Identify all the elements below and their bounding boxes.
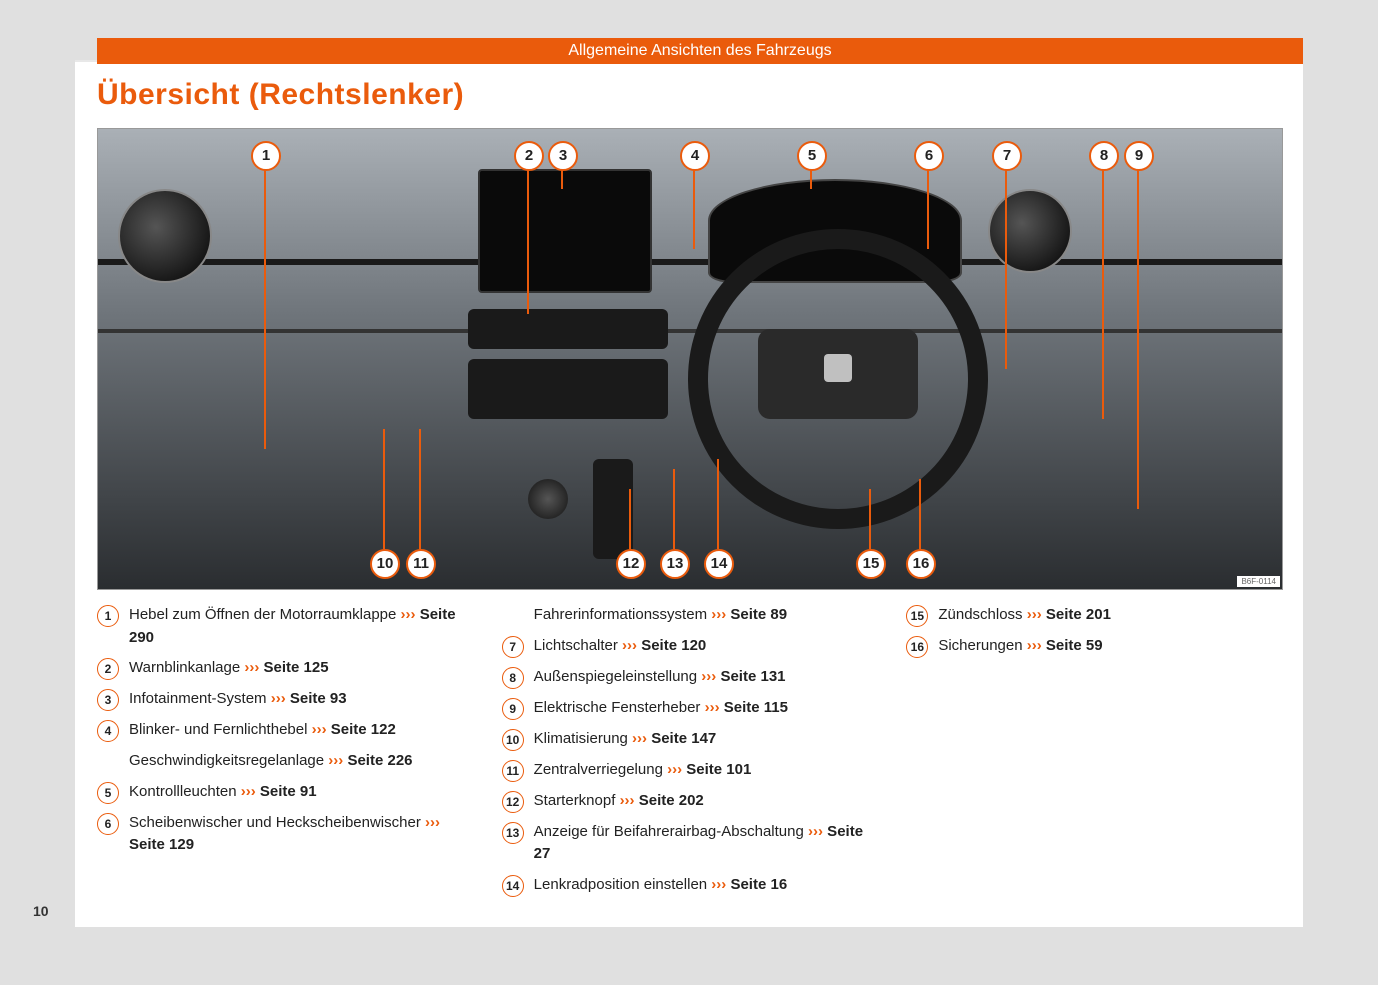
page-number: 10 [33,903,49,919]
legend-item: 10 Klimatisierung ››› Seite 147 [502,728,877,751]
legend-item: 7 Lichtschalter ››› Seite 120 [502,635,877,658]
legend-item-text: Außenspiegeleinstellung ››› Seite 131 [534,666,877,689]
climate-panel [468,359,668,419]
legend-item-text: Lenkradposition einstellen ››› Seite 16 [534,874,877,897]
legend-item-number: 7 [502,636,524,658]
legend-item-number: 16 [906,636,928,658]
legend-item-text: Kontrollleuchten ››› Seite 91 [129,781,472,804]
center-vents [468,309,668,349]
legend-item-number: 4 [97,720,119,742]
legend-subitem: Fahrerinformationssystem ››› Seite 89 [534,604,877,627]
callout-number: 5 [797,141,827,171]
legend-item-number: 13 [502,822,524,844]
callout-number: 16 [906,549,936,579]
legend: 1 Hebel zum Öffnen der Motorraumklappe ››… [97,604,1281,905]
legend-item: 3 Infotainment-System ››› Seite 93 [97,688,472,711]
callout-number: 10 [370,549,400,579]
vent-right [988,189,1072,273]
callout-number: 6 [914,141,944,171]
manual-page: Allgemeine Ansichten des Fahrzeugs Übers… [75,60,1303,927]
legend-item: 16 Sicherungen ››› Seite 59 [906,635,1281,658]
legend-subitem: Geschwindigkeitsregelanlage ››› Seite 22… [129,750,472,773]
legend-item-number: 3 [97,689,119,711]
callout-number: 3 [548,141,578,171]
legend-item-number: 6 [97,813,119,835]
callout-number: 14 [704,549,734,579]
callout-number: 2 [514,141,544,171]
legend-item-text: Blinker- und Fernlichthebel ››› Seite 12… [129,719,472,742]
legend-item-text: Zentralverriegelung ››› Seite 101 [534,759,877,782]
diagram-code: B6F-0114 [1237,576,1280,587]
callout-number: 13 [660,549,690,579]
legend-item-number: 12 [502,791,524,813]
legend-item: 1 Hebel zum Öffnen der Motorraumklappe ››… [97,604,472,649]
legend-item-text: Infotainment-System ››› Seite 93 [129,688,472,711]
seat-logo [824,354,852,382]
legend-item: 14 Lenkradposition einstellen ››› Seite 1… [502,874,877,897]
legend-item: 12 Starterknopf ››› Seite 202 [502,790,877,813]
gear-knob [528,479,568,519]
legend-item-number: 11 [502,760,524,782]
legend-item-text: Elektrische Fensterheber ››› Seite 115 [534,697,877,720]
legend-item-text: Starterknopf ››› Seite 202 [534,790,877,813]
legend-item-number: 1 [97,605,119,627]
legend-item-text: Hebel zum Öffnen der Motorraumklappe ›››… [129,604,472,649]
legend-item: 15 Zündschloss ››› Seite 201 [906,604,1281,627]
callout-number: 8 [1089,141,1119,171]
legend-item-text: Zündschloss ››› Seite 201 [938,604,1281,627]
callout-number: 12 [616,549,646,579]
center-buttons [593,459,633,559]
page-title: Übersicht (Rechtslenker) [97,78,464,112]
legend-item-number: 9 [502,698,524,720]
callout-number: 1 [251,141,281,171]
legend-item-text: Sicherungen ››› Seite 59 [938,635,1281,658]
callout-number: 9 [1124,141,1154,171]
legend-item-number: 8 [502,667,524,689]
legend-item: 5 Kontrollleuchten ››› Seite 91 [97,781,472,804]
legend-item-number: 2 [97,658,119,680]
legend-item: 4 Blinker- und Fernlichthebel ››› Seite 1… [97,719,472,742]
legend-item: 9 Elektrische Fensterheber ››› Seite 115 [502,697,877,720]
legend-item-text: Lichtschalter ››› Seite 120 [534,635,877,658]
legend-item: 2 Warnblinkanlage ››› Seite 125 [97,657,472,680]
infotainment-screen [478,169,652,293]
legend-item-text: Anzeige für Beifahrerairbag-Abschaltung … [534,821,877,866]
legend-item: 13 Anzeige für Beifahrerairbag-Abschaltun… [502,821,877,866]
callout-number: 7 [992,141,1022,171]
vent-left [118,189,212,283]
legend-item: 6 Scheibenwischer und Heckscheibenwischer… [97,812,472,857]
callout-number: 4 [680,141,710,171]
callout-number: 15 [856,549,886,579]
legend-item: 8 Außenspiegeleinstellung ››› Seite 131 [502,666,877,689]
legend-item-text: Warnblinkanlage ››› Seite 125 [129,657,472,680]
legend-item: 11 Zentralverriegelung ››› Seite 101 [502,759,877,782]
section-header: Allgemeine Ansichten des Fahrzeugs [97,38,1303,64]
legend-item-number: 5 [97,782,119,804]
legend-item-number: 10 [502,729,524,751]
legend-item-text: Scheibenwischer und Heckscheibenwischer … [129,812,472,857]
legend-item-number: 14 [502,875,524,897]
legend-item-number: 15 [906,605,928,627]
legend-item-text: Klimatisierung ››› Seite 147 [534,728,877,751]
callout-number: 11 [406,549,436,579]
dashboard-diagram: 12345678910111213141516 B6F-0114 [97,128,1283,590]
